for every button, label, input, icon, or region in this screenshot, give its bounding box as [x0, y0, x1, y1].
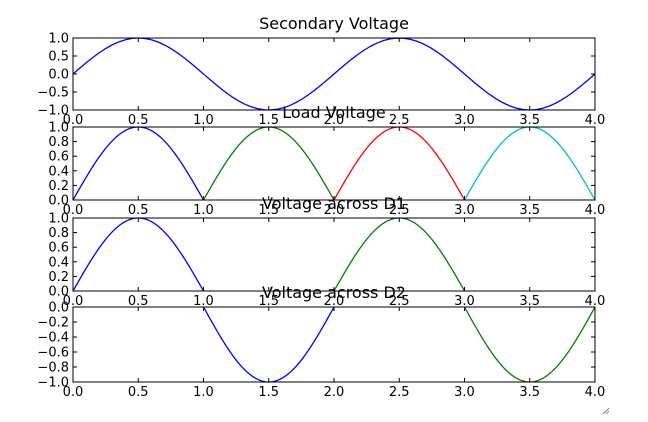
subplot-1: 0.0 0.5 1.0 1.5 2.0 2.5 3.0 3.5 4.0 1.0 0.5 0.0 −0.5… [37, 14, 605, 128]
x-tick-label: 4.0 [585, 203, 606, 218]
y-tick-label: −0.6 [37, 346, 69, 361]
axes-frame [72, 217, 596, 292]
x-tick-label: 3.5 [519, 385, 540, 400]
x-tick-label: 1.5 [258, 113, 279, 128]
subplot-2: 0.0 0.5 1.0 1.5 2.0 2.5 3.0 3.5 4.01.00.80.60.40… [48, 103, 605, 218]
y-tick-label: −0.8 [37, 361, 69, 376]
x-tick-label: 3.0 [454, 113, 475, 128]
y-tick-label: −0.5 [37, 86, 69, 101]
subplot-4: 0.0 0.5 1.0 1.5 2.0 2.5 3.0 3.5 4.00.0−0.2−0.4−0… [37, 283, 605, 400]
x-tick-label: 2.5 [389, 113, 410, 128]
y-tick-label: 0.6 [48, 150, 69, 165]
series-line-2 [333, 217, 466, 292]
y-tick-label: −0.2 [37, 316, 69, 331]
x-tick-label: 0.0 [63, 385, 84, 400]
series-line-1 [72, 37, 596, 111]
x-tick-label: 2.0 [324, 113, 345, 128]
x-tick-label: 2.5 [389, 294, 410, 309]
x-tick-label: 1.0 [193, 203, 214, 218]
y-tick-label: 0.4 [48, 164, 69, 179]
y-tick-label: 0.2 [48, 270, 69, 285]
axes-frame [72, 306, 596, 383]
x-tick-label: 2.0 [324, 203, 345, 218]
series-line-4 [463, 126, 596, 201]
y-tick-label: 0.6 [48, 241, 69, 256]
subplot-title: Load Voltage [282, 103, 385, 122]
x-tick-label: 3.0 [454, 203, 475, 218]
y-tick-label: 0.0 [48, 68, 69, 83]
x-tick-label: 2.0 [324, 385, 345, 400]
y-tick-label: 0.0 [48, 301, 69, 316]
x-tick-label: 0.0 [63, 113, 84, 128]
x-tick-label: 0.0 [63, 294, 84, 309]
y-tick-label: −1.0 [37, 104, 69, 119]
y-tick-label: 0.2 [48, 179, 69, 194]
x-tick-label: 1.5 [258, 294, 279, 309]
x-tick-label: 4.0 [585, 113, 606, 128]
series-line-1 [72, 217, 205, 292]
x-tick-label: 2.5 [389, 385, 410, 400]
x-tick-label: 3.0 [454, 294, 475, 309]
x-tick-label: 0.0 [63, 203, 84, 218]
y-tick-label: −1.0 [37, 376, 69, 391]
x-tick-label: 2.0 [324, 294, 345, 309]
y-tick-label: 1.0 [48, 32, 69, 47]
x-tick-label: 1.0 [193, 113, 214, 128]
y-tick-label: −0.4 [37, 331, 69, 346]
y-tick-label: 0.0 [48, 194, 69, 209]
series-line-3 [333, 126, 466, 201]
x-tick-label: 1.0 [193, 385, 214, 400]
x-tick-label: 4.0 [585, 294, 606, 309]
x-tick-label: 0.5 [128, 203, 149, 218]
x-tick-label: 3.5 [519, 203, 540, 218]
x-tick-label: 1.5 [258, 203, 279, 218]
x-tick-label: 0.5 [128, 294, 149, 309]
y-tick-label: 1.0 [48, 121, 69, 136]
series-line-1 [72, 126, 205, 201]
x-tick-label: 3.5 [519, 294, 540, 309]
y-tick-label: 1.0 [48, 212, 69, 227]
subplot-title: Secondary Voltage [259, 14, 409, 33]
series-line-2 [463, 306, 596, 383]
axes-frame [72, 126, 596, 201]
series-line-2 [202, 126, 335, 201]
subplot-title: Voltage across D2 [262, 283, 406, 302]
x-tick-label: 3.0 [454, 385, 475, 400]
y-tick-label: 0.8 [48, 226, 69, 241]
y-tick-label: 0.4 [48, 255, 69, 270]
x-tick-label: 3.5 [519, 113, 540, 128]
resize-grip-icon[interactable] [602, 400, 610, 415]
y-tick-label: 0.0 [48, 285, 69, 300]
y-tick-label: 0.8 [48, 135, 69, 150]
series-line-1 [202, 306, 335, 383]
x-tick-label: 4.0 [585, 385, 606, 400]
x-tick-label: 0.5 [128, 385, 149, 400]
y-tick-label: 0.5 [48, 50, 69, 65]
subplot-3: 0.0 0.5 1.0 1.5 2.0 2.5 3.0 3.5 4.01.00.80.60.40… [48, 194, 605, 309]
subplot-title: Voltage across D1 [262, 194, 406, 213]
x-tick-label: 1.5 [258, 385, 279, 400]
x-tick-label: 0.5 [128, 113, 149, 128]
x-tick-label: 1.0 [193, 294, 214, 309]
x-tick-label: 2.5 [389, 203, 410, 218]
